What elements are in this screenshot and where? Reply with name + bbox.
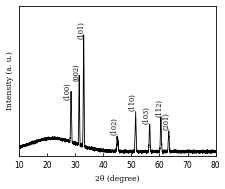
Text: (112): (112) <box>154 99 162 117</box>
Text: (103): (103) <box>142 106 150 124</box>
X-axis label: 2θ (degree): 2θ (degree) <box>95 175 139 184</box>
Text: (101): (101) <box>77 21 85 39</box>
Text: (102): (102) <box>110 117 117 135</box>
Text: (201): (201) <box>162 112 170 130</box>
Text: (100): (100) <box>63 83 71 100</box>
Text: (002): (002) <box>72 64 80 81</box>
Y-axis label: Intensity (a. u.): Intensity (a. u.) <box>6 51 14 110</box>
Text: (110): (110) <box>128 94 136 112</box>
